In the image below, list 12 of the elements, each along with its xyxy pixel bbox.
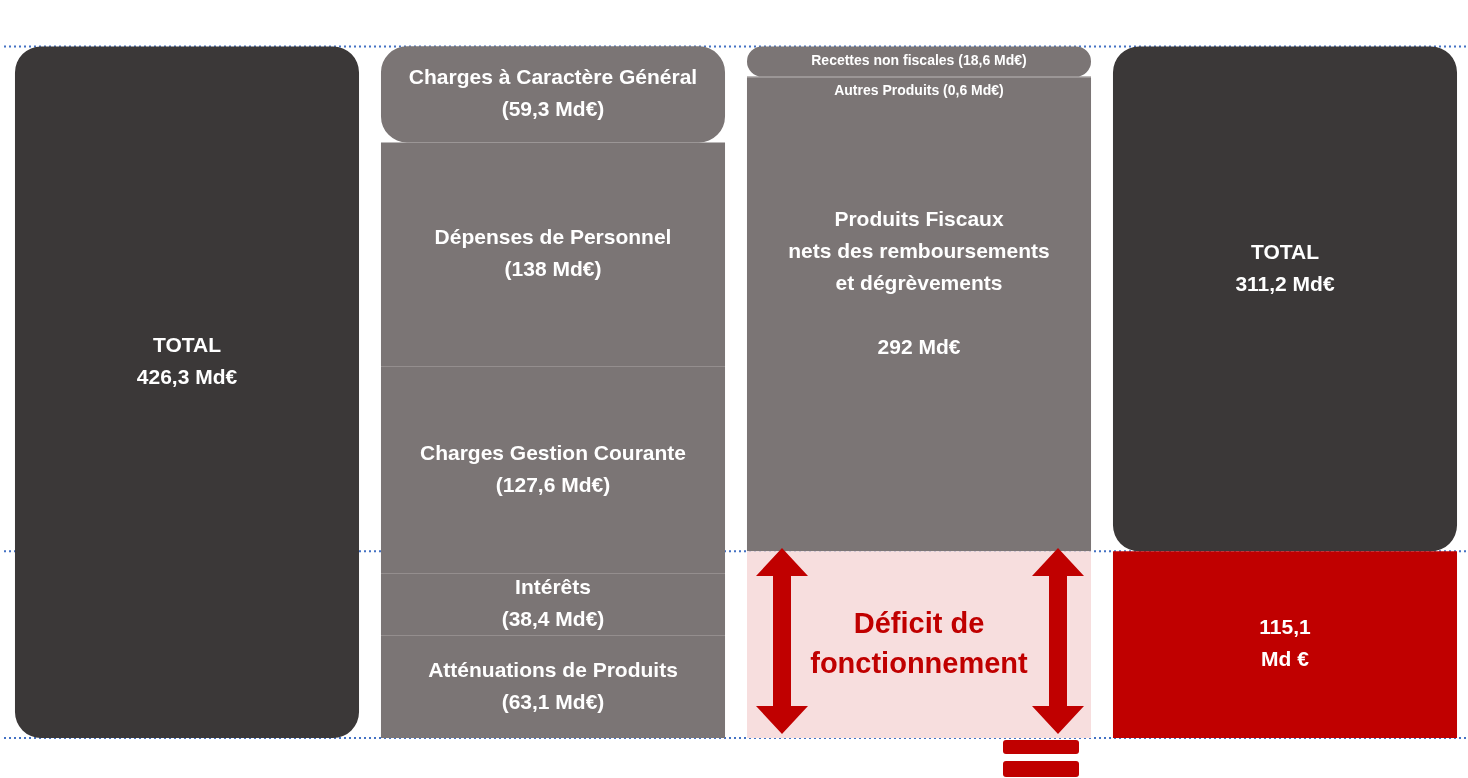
data-label: Déficit de fonctionnement (810, 606, 1029, 679)
data-label: Atténuations de Produits (63,1 Md€) (428, 657, 678, 713)
data-label: Charges Gestion Courante (127,6 Md€) (419, 440, 687, 496)
data-label: TOTAL 311,2 Md€ (1235, 239, 1335, 295)
data-label: Recettes non fiscales (18,6 Md€) (811, 52, 1027, 69)
data-label: TOTAL 426,3 Md€ (136, 333, 238, 389)
data-label: Intérêts (38,4 Md€) (501, 575, 605, 631)
data-label: 115,1 Md € (1259, 615, 1312, 671)
text: Produits Fiscaux nets des remboursements et dégrèvements 292 Md€ (788, 207, 1050, 359)
data-label: Autres Produits (0,6 Md€) (834, 82, 1004, 99)
data-label: Charges à Caractère Général (59,3 Md€) (408, 65, 698, 121)
data-label: Dépenses de Personnel (138 Md€) (434, 225, 672, 281)
